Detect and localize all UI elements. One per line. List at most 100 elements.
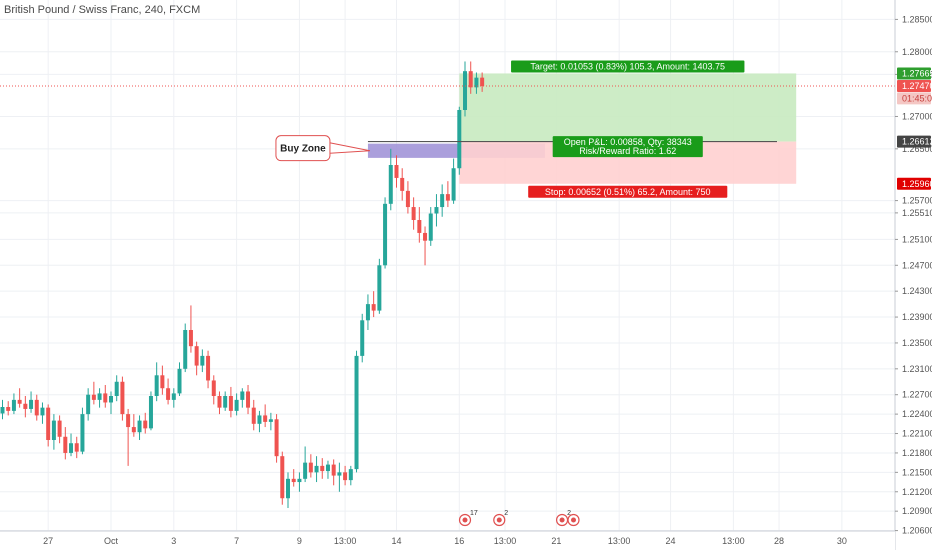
price-badge-label: 1.25960 <box>902 179 932 189</box>
candle-body <box>251 407 256 424</box>
candle-body <box>411 207 416 220</box>
price-badge: 1.25960 <box>897 177 932 190</box>
candle-body <box>166 388 171 400</box>
candle <box>211 375 216 405</box>
candle-body <box>365 304 370 321</box>
candle <box>337 462 342 492</box>
candle-body <box>91 394 96 400</box>
candle-body <box>223 396 228 408</box>
target-label-text: Target: 0.01053 (0.83%) 105.3, Amount: 1… <box>530 61 725 71</box>
candle <box>143 412 148 434</box>
candle-body <box>325 464 330 472</box>
candle <box>440 184 445 217</box>
candle-body <box>171 393 176 400</box>
open-pnl-label-bg <box>552 136 703 158</box>
candle-body <box>274 419 279 457</box>
price-badge-label: 1.27470 <box>902 81 932 91</box>
overlay-layer: Target: 0.01053 (0.83%) 105.3, Amount: 1… <box>0 60 895 198</box>
candle <box>480 72 485 92</box>
candle <box>297 472 302 492</box>
candle <box>308 454 313 478</box>
candle-body <box>377 265 382 311</box>
candle-body <box>286 478 290 499</box>
candle-body <box>120 381 125 415</box>
price-badge-bg <box>897 67 931 80</box>
candle-body <box>228 396 233 411</box>
candle-body <box>188 330 193 347</box>
candle-body <box>148 396 153 429</box>
candle <box>183 323 188 373</box>
candle-body <box>211 380 216 396</box>
price-axis[interactable]: 1.28500 1.28000 1.27665 1.27000 1.26500 1.257… <box>894 0 932 550</box>
candle-body <box>434 207 439 214</box>
time-tick-label: 13:00 <box>494 536 517 546</box>
candle-body <box>103 393 108 403</box>
candle <box>468 61 473 94</box>
candle <box>6 401 11 416</box>
candle-body <box>217 396 222 408</box>
candle <box>51 414 56 450</box>
candle <box>0 399 5 420</box>
profit-area <box>459 73 797 142</box>
candle <box>280 451 285 505</box>
open-pnl-label-text: Risk/Reward Ratio: 1.62 <box>579 146 676 156</box>
candle-body <box>291 478 296 483</box>
callout-box <box>275 135 331 162</box>
price-badge: 1.27665 <box>897 67 932 80</box>
price-tick-label: 1.23500 <box>902 338 932 348</box>
event-icon-dot <box>462 517 468 523</box>
candle <box>40 402 45 424</box>
time-tick-label: Oct <box>104 536 119 546</box>
candle-body <box>114 381 119 396</box>
time-axis[interactable]: 27 Oct 3 7 9 13:00 14 16 13:00 21 13:00 24 13:00 28 30 <box>0 530 895 550</box>
candle <box>257 410 262 433</box>
event-marker[interactable]: 17 <box>458 510 478 527</box>
event-marker[interactable]: 2 <box>493 510 509 527</box>
candle <box>160 365 165 395</box>
candle-body <box>308 462 313 473</box>
price-tick-label: 1.27000 <box>902 111 932 121</box>
candle <box>474 72 479 94</box>
candle <box>286 472 290 508</box>
candle <box>74 436 79 459</box>
candle <box>405 181 410 214</box>
price-tick-label: 1.21800 <box>902 448 932 458</box>
price-tick-label: 1.23100 <box>902 364 932 374</box>
price-badge-bg <box>897 80 931 93</box>
callout-pointer <box>323 141 371 155</box>
target-label: Target: 0.01053 (0.83%) 105.3, Amount: 1… <box>511 60 745 73</box>
candle <box>228 386 233 418</box>
candle <box>194 341 199 376</box>
candle <box>263 404 268 428</box>
candle-body <box>263 415 268 422</box>
candle-body <box>40 407 45 416</box>
candle <box>274 414 279 463</box>
candle-body <box>86 394 91 415</box>
candle <box>411 197 416 230</box>
candle-body <box>206 355 211 381</box>
candle <box>17 388 22 408</box>
candle <box>200 349 205 373</box>
price-tick-label: 1.21500 <box>902 467 932 477</box>
price-tick-label: 1.20900 <box>902 506 932 516</box>
event-marker[interactable] <box>567 513 580 527</box>
candle-body <box>23 403 28 409</box>
candle-body <box>46 407 51 440</box>
candle-body <box>445 194 450 201</box>
candle-body <box>360 320 365 356</box>
position-layer <box>459 73 797 184</box>
time-tick-label: 9 <box>297 536 302 546</box>
candle <box>331 459 336 486</box>
price-tick-label: 1.22400 <box>902 409 932 419</box>
candle <box>463 61 468 117</box>
candle-body <box>0 407 5 414</box>
candle-body <box>200 355 205 366</box>
price-tick-label: 1.24300 <box>902 286 932 296</box>
candle-body <box>126 414 131 428</box>
candle <box>268 412 273 431</box>
time-tick-label: 28 <box>774 536 784 546</box>
candle <box>451 158 456 204</box>
candle-body <box>246 391 251 408</box>
price-badge-bg <box>897 92 931 105</box>
